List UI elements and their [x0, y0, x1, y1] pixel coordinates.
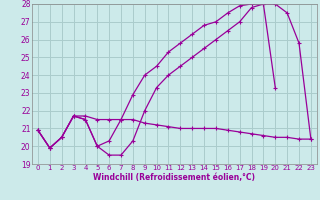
- X-axis label: Windchill (Refroidissement éolien,°C): Windchill (Refroidissement éolien,°C): [93, 173, 255, 182]
